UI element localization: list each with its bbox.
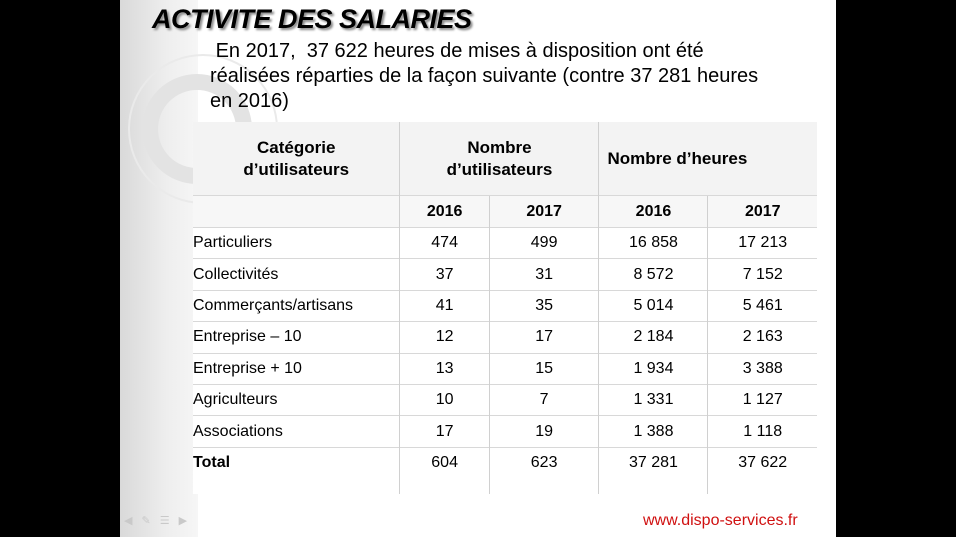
header-category: Catégorie d’utilisateurs — [193, 122, 400, 196]
row-hours-2016: 1 388 — [598, 415, 708, 448]
header-hours: Nombre d’heures — [598, 122, 817, 196]
year-header: 2016 — [598, 195, 708, 228]
year-header: 2017 — [488, 195, 599, 228]
row-users-2017: 19 — [488, 415, 599, 448]
row-users-2016: 41 — [399, 289, 490, 322]
salaries-activity-table-container: Catégorie d’utilisateurs Nombre d’utilis… — [193, 122, 817, 494]
row-users-2016: 37 — [399, 258, 490, 291]
table-row: Collectivités 37 31 8 572 7 152 — [193, 258, 817, 291]
total-hours-2016: 37 281 — [598, 446, 708, 494]
slide-nav-icons: ◀ ✎ ☰ ▶ — [124, 514, 187, 527]
table-row: Agriculteurs 10 7 1 331 1 127 — [193, 384, 817, 416]
header-users: Nombre d’utilisateurs — [399, 122, 599, 196]
total-users-2016: 604 — [399, 446, 490, 494]
arrow-right-icon[interactable]: ▶ — [178, 515, 188, 527]
pen-icon[interactable]: ✎ — [141, 515, 151, 527]
total-label: Total — [193, 446, 400, 494]
row-users-2017: 31 — [488, 258, 599, 291]
row-hours-2017: 17 213 — [707, 226, 817, 259]
table-row: Particuliers 474 499 16 858 17 213 — [193, 226, 817, 259]
menu-icon[interactable]: ☰ — [159, 515, 170, 527]
total-users-2017: 623 — [488, 446, 599, 494]
row-hours-2016: 16 858 — [598, 226, 708, 259]
table-header-row: Catégorie d’utilisateurs Nombre d’utilis… — [193, 122, 817, 196]
row-hours-2016: 1 331 — [598, 384, 708, 416]
row-hours-2016: 8 572 — [598, 258, 708, 291]
row-hours-2016: 1 934 — [598, 352, 708, 385]
row-users-2016: 17 — [399, 415, 490, 448]
intro-text: En 2017, 37 622 heures de mises à dispos… — [210, 40, 759, 112]
row-users-2017: 499 — [488, 226, 599, 259]
total-hours-2017: 37 622 — [707, 446, 817, 494]
row-users-2016: 13 — [399, 352, 490, 385]
table-row: Entreprise – 10 12 17 2 184 2 163 — [193, 321, 817, 354]
row-hours-2017: 2 163 — [707, 321, 817, 354]
salaries-activity-table: Catégorie d’utilisateurs Nombre d’utilis… — [193, 122, 817, 494]
row-users-2016: 10 — [399, 384, 490, 416]
row-hours-2017: 3 388 — [707, 352, 817, 385]
table-row: Associations 17 19 1 388 1 118 — [193, 415, 817, 448]
slide: ACTIVITE DES SALARIES En 2017, 37 622 he… — [120, 0, 836, 537]
year-header: 2017 — [707, 195, 817, 228]
row-users-2017: 17 — [488, 321, 599, 354]
row-users-2017: 35 — [488, 289, 599, 322]
year-row-empty-cell — [193, 195, 400, 228]
row-hours-2016: 5 014 — [598, 289, 708, 322]
slide-title: ACTIVITE DES SALARIES — [152, 4, 472, 34]
row-category-label: Entreprise – 10 — [193, 321, 400, 354]
table-total-row: Total 604 623 37 281 37 622 — [193, 446, 817, 494]
year-header: 2016 — [399, 195, 490, 228]
row-category-label: Particuliers — [193, 226, 400, 259]
table-row: Commerçants/artisans 41 35 5 014 5 461 — [193, 289, 817, 322]
row-users-2017: 7 — [488, 384, 599, 416]
table-year-row: 2016 2017 2016 2017 — [193, 195, 817, 228]
row-hours-2017: 1 118 — [707, 415, 817, 448]
row-category-label: Commerçants/artisans — [193, 289, 400, 322]
website-link[interactable]: www.dispo-services.fr — [643, 512, 798, 529]
row-category-label: Associations — [193, 415, 400, 448]
row-users-2017: 15 — [488, 352, 599, 385]
row-hours-2017: 5 461 — [707, 289, 817, 322]
row-category-label: Entreprise + 10 — [193, 352, 400, 385]
row-hours-2017: 7 152 — [707, 258, 817, 291]
row-hours-2016: 2 184 — [598, 321, 708, 354]
row-category-label: Agriculteurs — [193, 384, 400, 416]
table-row: Entreprise + 10 13 15 1 934 3 388 — [193, 352, 817, 385]
row-users-2016: 474 — [399, 226, 490, 259]
row-hours-2017: 1 127 — [707, 384, 817, 416]
row-users-2016: 12 — [399, 321, 490, 354]
row-category-label: Collectivités — [193, 258, 400, 291]
arrow-left-icon[interactable]: ◀ — [124, 515, 133, 527]
